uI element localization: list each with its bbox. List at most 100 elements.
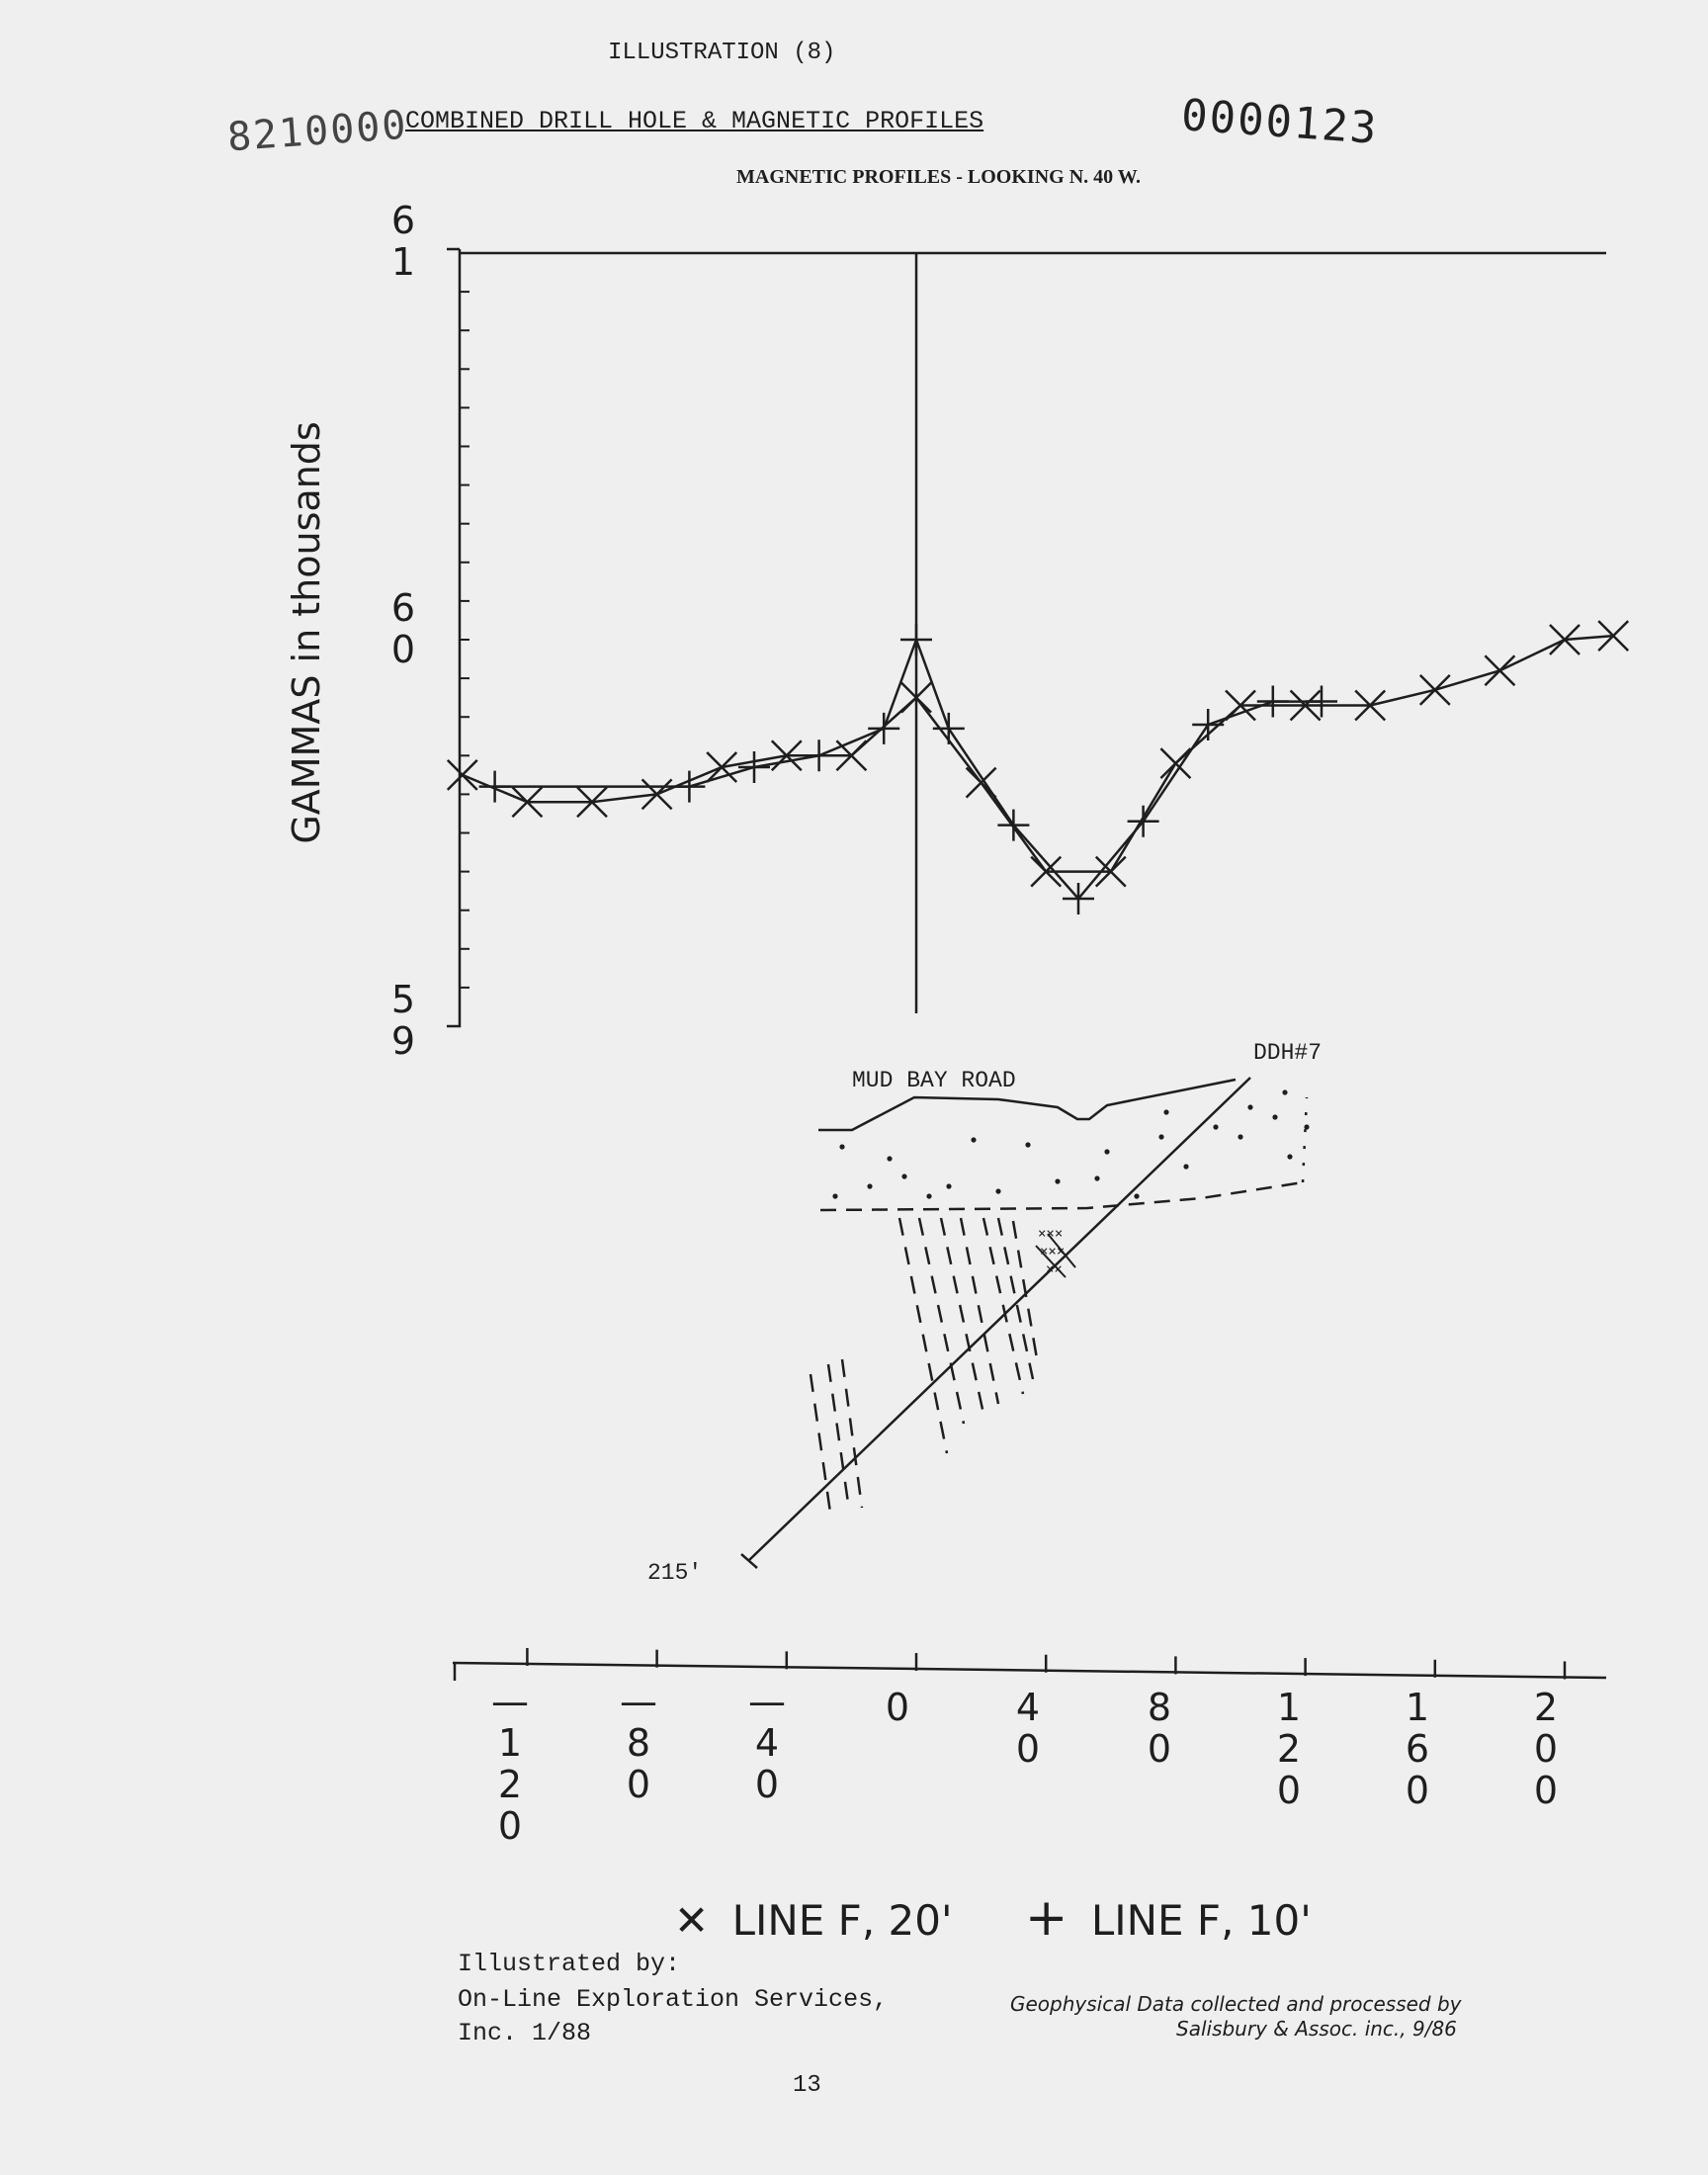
x-ticks	[526, 1647, 1567, 1680]
illustration-label: ILLUSTRATION (8)	[608, 40, 836, 66]
x-tick-glyph: 8	[1147, 1686, 1172, 1729]
stipple-dot	[1238, 1134, 1243, 1140]
svg-text:×××: ×××	[1038, 1226, 1063, 1242]
series-line-1	[494, 636, 1322, 901]
stipple-dot	[1134, 1193, 1140, 1199]
x-marker-point	[900, 681, 932, 714]
x-tick-glyph: —	[748, 1680, 786, 1723]
stipple-dot	[901, 1174, 907, 1179]
x-tick-label-minus40: —4 0	[747, 1681, 787, 1805]
x-tick-glyph: 0	[1533, 1727, 1559, 1771]
x-tick-glyph: 0	[754, 1763, 780, 1806]
x-axis-line	[452, 1661, 1607, 1680]
y-tick-59: 5 9	[384, 979, 423, 1062]
mineralized-zone: ××× ××× ××	[1035, 1226, 1076, 1278]
ground-surface-line	[818, 1078, 1237, 1132]
legend: ✕ LINE F, 20' + LINE F, 10'	[674, 1888, 1312, 1948]
stipple-dot	[1247, 1104, 1253, 1110]
x-tick-glyph: 4	[1015, 1686, 1041, 1729]
credit-line-1: Geophysical Data collected and processed…	[1010, 1992, 1462, 2016]
stipple-dot	[1213, 1124, 1219, 1130]
x-tick-label-minus80: —8 0	[619, 1681, 658, 1805]
page-number: 13	[793, 2072, 821, 2099]
x-tick-glyph: 0	[1533, 1769, 1559, 1812]
y-tick-61-digit-2: 1	[390, 240, 416, 284]
plus-marker-point	[673, 770, 706, 803]
stipple-dot	[946, 1183, 952, 1189]
x-marker-point	[446, 758, 478, 791]
x-marker-point	[511, 786, 544, 819]
vein-dash-0	[897, 1217, 949, 1454]
road-label: MUD BAY ROAD	[852, 1068, 1016, 1093]
x-tick-glyph: 1	[1276, 1686, 1302, 1729]
stipple-dot	[1094, 1175, 1100, 1181]
plus-marker-point	[900, 624, 932, 655]
y-tick-59-digit-2: 9	[390, 1019, 416, 1063]
x-marker-point	[1484, 654, 1516, 687]
x-marker-point	[835, 740, 868, 772]
plus-marker-point	[478, 770, 511, 803]
stipple-dot	[839, 1144, 845, 1150]
drill-hole-label: DDH#7	[1253, 1040, 1323, 1066]
y-tick-61-digit-1: 6	[390, 199, 416, 242]
x-tick-glyph: —	[491, 1680, 529, 1723]
vein-dash-1	[917, 1217, 966, 1425]
x-tick-label-minus120: —1 2 0	[490, 1681, 530, 1847]
y-minor-ticks	[460, 291, 470, 989]
vein-dash-6	[1011, 1220, 1040, 1365]
page-title: COMBINED DRILL HOLE & MAGNETIC PROFILES	[405, 107, 984, 135]
legend-x-marker-icon: ✕	[674, 1896, 710, 1945]
stipple-dot	[867, 1183, 873, 1189]
series-line-0	[462, 634, 1614, 873]
x-marker-point	[1030, 855, 1063, 888]
plus-marker-point	[868, 712, 900, 744]
credit-line-2: Salisbury & Assoc. inc., 9/86	[1176, 2017, 1457, 2041]
vein-dash-5	[996, 1217, 1035, 1380]
stipple-dot	[887, 1156, 893, 1162]
x-tick-glyph: 0	[497, 1804, 523, 1848]
x-marker-point	[576, 786, 608, 819]
stipple-dot	[1287, 1154, 1293, 1160]
legend-label-line-f-20: LINE F, 20'	[731, 1896, 953, 1945]
x-tick-label-0: 0	[878, 1687, 917, 1728]
stipple-dot	[1025, 1142, 1031, 1148]
legend-label-line-f-10: LINE F, 10'	[1090, 1896, 1312, 1945]
x-marker-point	[1289, 689, 1322, 722]
stipple-dot	[1183, 1164, 1189, 1170]
y-tick-60-digit-2: 0	[390, 628, 416, 671]
x-tick-glyph: 8	[626, 1721, 651, 1765]
x-marker-point	[1549, 624, 1580, 655]
svg-text:××: ××	[1046, 1262, 1063, 1277]
stipple-dot	[1163, 1109, 1169, 1115]
x-tick-glyph: 2	[497, 1763, 523, 1806]
y-tick-60: 6 0	[384, 587, 423, 670]
plus-marker-point	[1306, 685, 1337, 718]
chart-subtitle: MAGNETIC PROFILES - LOOKING N. 40 W.	[736, 166, 1141, 188]
chart-axes	[447, 247, 1607, 1681]
plus-marker-point	[738, 751, 770, 784]
x-marker-point	[640, 778, 673, 811]
x-marker-point	[1094, 855, 1127, 888]
x-tick-glyph: 6	[1405, 1727, 1430, 1771]
x-marker-point	[1597, 620, 1630, 652]
x-marker-point	[706, 751, 738, 783]
stipple-dot	[926, 1193, 932, 1199]
x-tick-glyph: 0	[626, 1763, 651, 1806]
drill-hole-ddh7	[748, 1077, 1251, 1561]
vein-dash-4	[982, 1217, 1025, 1395]
x-tick-glyph: 0	[1147, 1727, 1172, 1771]
overburden-stipple	[832, 1089, 1310, 1199]
illustrated-by-label: Illustrated by:	[458, 1950, 681, 1978]
y-axis-line	[447, 247, 462, 1028]
x-tick-glyph: 2	[1533, 1686, 1559, 1729]
x-marker-point	[1225, 689, 1256, 722]
x-tick-glyph: 0	[1015, 1727, 1041, 1771]
vein-dash-7	[809, 1373, 832, 1514]
y-tick-59-digit-1: 5	[390, 978, 416, 1021]
stipple-dot	[995, 1188, 1001, 1194]
